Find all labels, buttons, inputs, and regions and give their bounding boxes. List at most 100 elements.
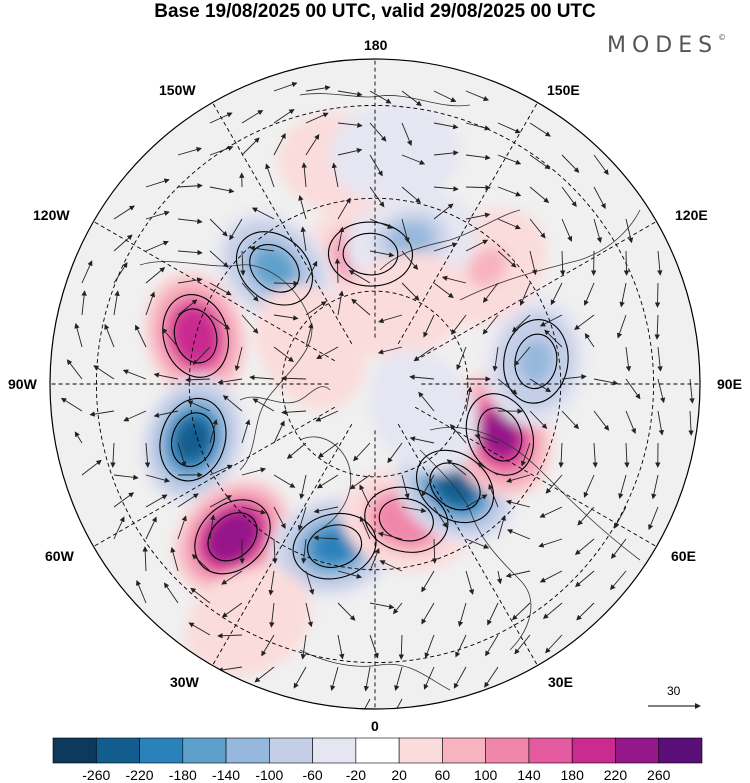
anomaly-shade [227,603,270,640]
wind-vector [122,369,147,380]
wind-vector [657,250,663,276]
wind-vector [337,90,363,97]
label-120e: 120E [675,207,708,223]
wind-vector [401,122,412,147]
wind-vector [520,442,531,467]
anomaly-shade [434,467,476,506]
wind-vector [619,282,627,308]
wind-vector [209,314,231,330]
wind-vector [496,570,503,585]
wind-vector [559,250,566,276]
wind-vector [153,372,179,380]
wind-vector [251,207,275,220]
wind-vector [657,378,666,404]
wind-vector [511,314,531,333]
wind-vector [529,218,546,239]
wind-vector [217,666,243,673]
wind-vector [286,442,307,459]
wind-vector [177,249,203,256]
contour-lines [159,221,569,580]
wind-vector [272,538,278,564]
wind-vector [252,398,275,412]
latitude-circle [281,290,469,478]
wind-vector [234,346,243,372]
label-30e: 30E [548,674,573,690]
wind-vector [273,280,299,287]
wind-vector [497,154,522,165]
wind-vector [593,186,606,209]
wind-vector [331,162,339,188]
colorbar-tick-label: -220 [125,767,154,783]
wind-vector [497,186,522,197]
wind-vector [209,250,229,268]
wind-vector [249,245,275,252]
contour-pos-45w [207,512,258,562]
wind-vector [273,346,294,362]
colorbar-tick-label: 220 [603,767,628,783]
meridian-line [93,406,336,547]
wind-vector [506,529,531,540]
wind-vector [113,492,135,508]
wind-vector [273,314,299,321]
wind-vector [561,218,573,242]
logo-mark: © [718,33,727,42]
wind-vector [369,154,383,177]
wind-vector [511,602,531,621]
wind-vector [529,154,551,170]
wind-vector [145,178,170,188]
wind-vector [369,634,379,659]
wind-vector [506,474,531,483]
wind-vector [300,634,307,660]
contour-neg-15w [292,512,377,580]
wind-vector [305,322,314,348]
coastline-scandinavia [419,449,532,651]
wind-vector [550,282,563,306]
colorbar-cell [658,737,703,764]
wind-vector [544,329,563,348]
wind-vector [313,506,339,514]
wind-vector [145,267,166,284]
anomaly-pos-155e-high [339,252,469,359]
coastline-greenland [299,436,352,531]
wind-vector [446,459,467,476]
wind-vector [209,495,232,508]
wind-vector [433,506,448,529]
wind-vector [390,698,403,709]
wind-vector [273,474,296,488]
wind-vector [465,239,489,252]
coastline-bering [299,93,471,107]
wind-vector [316,346,339,359]
colorbar-tick-label: -260 [82,767,111,783]
wind-vector [465,538,490,549]
wind-vector [209,514,216,540]
wind-vector [334,258,341,284]
wind-vector [457,602,467,627]
label-150w: 150W [159,82,196,98]
wind-vector [351,298,371,316]
wind-vector [433,242,458,252]
wind-vector [583,474,595,498]
wind-vector [529,122,551,137]
wind-vector [529,410,548,430]
wind-vector [379,560,403,572]
anomaly-neg-75w [140,374,246,505]
wind-vector [241,109,264,124]
contour-neg-100e [503,319,569,404]
wind-vector [616,314,627,339]
wind-vector [209,112,233,124]
wind-vector [305,570,315,595]
label-0: 0 [371,718,379,734]
wind-vector [261,634,275,657]
contour-pos-150w-north [342,232,399,276]
wind-vector [401,474,410,500]
wind-vector [273,506,286,530]
contour-pos-110w [173,308,218,364]
wind-vector [209,282,232,296]
map-boundary [49,58,701,710]
wind-vector [505,499,531,508]
wind-vector [441,275,467,284]
contour-neg-35e [429,462,481,511]
wind-vector [401,250,419,270]
wind-vector [497,378,518,395]
wind-vector [265,163,275,188]
